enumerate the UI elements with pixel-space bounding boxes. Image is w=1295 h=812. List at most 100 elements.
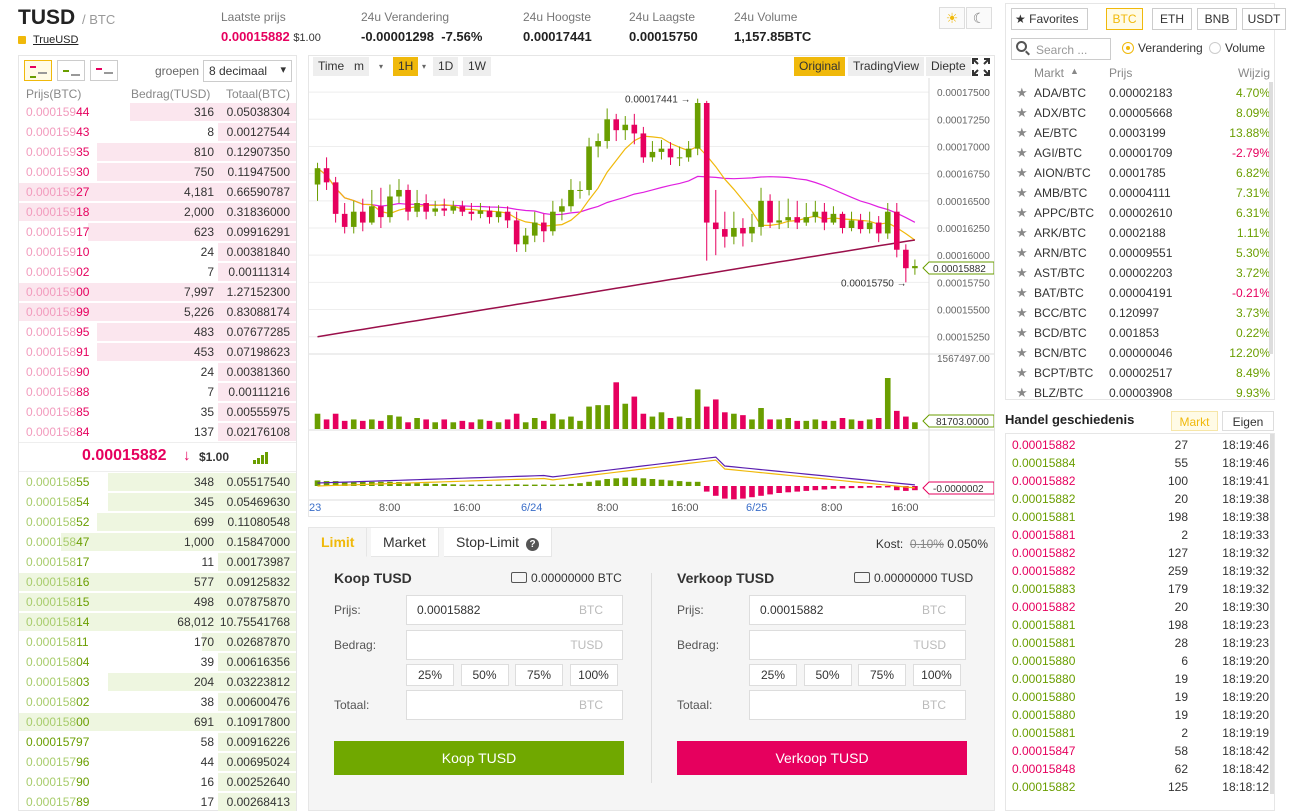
bid-row[interactable]: 0.00015789 17 0.00268413 [19, 792, 296, 812]
favorites-tab[interactable]: ★ Favorites [1011, 8, 1088, 30]
ask-row[interactable]: 0.00015890 24 0.00381360 [19, 362, 296, 382]
view-tradingview[interactable]: TradingView [848, 57, 925, 76]
favorite-star-icon[interactable]: ★ [1016, 325, 1028, 340]
search-input[interactable]: Search ... [1036, 43, 1088, 57]
sell-pct-50[interactable]: 50% [803, 664, 852, 686]
ask-row[interactable]: 0.00015900 7,997 1.27152300 [19, 282, 296, 302]
market-row[interactable]: ★ ADX/BTC 0.00005668 8.09% [1006, 103, 1274, 123]
bid-row[interactable]: 0.00015814 68,012 10.75541768 [19, 612, 296, 632]
ask-row[interactable]: 0.00015891 453 0.07198623 [19, 342, 296, 362]
bid-row[interactable]: 0.00015852 699 0.11080548 [19, 512, 296, 532]
interval-1w[interactable]: 1W [463, 57, 491, 76]
bid-row[interactable]: 0.00015802 38 0.00600476 [19, 692, 296, 712]
col-change[interactable]: Wijzig [1238, 66, 1270, 80]
quote-tab-btc[interactable]: BTC [1106, 8, 1143, 30]
ask-row[interactable]: 0.00015888 7 0.00111216 [19, 382, 296, 402]
favorite-star-icon[interactable]: ★ [1016, 145, 1028, 160]
view-bids-icon[interactable] [57, 60, 85, 81]
favorite-star-icon[interactable]: ★ [1016, 265, 1028, 280]
view-diepte[interactable]: Diepte [926, 57, 971, 76]
market-row[interactable]: ★ BCN/BTC 0.00000046 12.20% [1006, 343, 1274, 363]
ask-row[interactable]: 0.00015910 24 0.00381840 [19, 242, 296, 262]
ask-row[interactable]: 0.00015927 4,181 0.66590787 [19, 182, 296, 202]
candlestick-chart[interactable]: 0.00017500 0.00017250 0.00017000 0.00016750… [309, 78, 994, 518]
markets-scrollbar[interactable] [1269, 82, 1273, 354]
bid-row[interactable]: 0.00015800 691 0.10917800 [19, 712, 296, 732]
buy-amount-input[interactable]: TUSD [406, 630, 623, 660]
market-row[interactable]: ★ BCPT/BTC 0.00002517 8.49% [1006, 363, 1274, 383]
caret-down-icon[interactable]: ▾ [422, 62, 427, 71]
tab-limit[interactable]: Limit [309, 528, 368, 557]
bid-row[interactable]: 0.00015855 348 0.05517540 [19, 472, 296, 492]
expand-icon[interactable] [972, 58, 990, 76]
bid-row[interactable]: 0.00015811 170 0.02687870 [19, 632, 296, 652]
favorite-star-icon[interactable]: ★ [1016, 225, 1028, 240]
buy-pct-25[interactable]: 25% [406, 664, 454, 686]
sell-total-input[interactable]: BTC [749, 690, 966, 720]
market-row[interactable]: ★ AGI/BTC 0.00001709 -2.79% [1006, 143, 1274, 163]
market-row[interactable]: ★ APPC/BTC 0.00002610 6.31% [1006, 203, 1274, 223]
favorite-star-icon[interactable]: ★ [1016, 205, 1028, 220]
buy-total-input[interactable]: BTC [406, 690, 623, 720]
quote-tab-usdt[interactable]: USDT [1242, 8, 1286, 30]
market-row[interactable]: ★ ADA/BTC 0.00002183 4.70% [1006, 83, 1274, 103]
market-row[interactable]: ★ BCC/BTC 0.120997 3.73% [1006, 303, 1274, 323]
sell-price-input[interactable]: 0.00015882 BTC [749, 595, 966, 625]
market-row[interactable]: ★ AE/BTC 0.0003199 13.88% [1006, 123, 1274, 143]
ask-row[interactable]: 0.00015943 8 0.00127544 [19, 122, 296, 142]
market-row[interactable]: ★ ARK/BTC 0.0002188 1.11% [1006, 223, 1274, 243]
market-row[interactable]: ★ BCD/BTC 0.001853 0.22% [1006, 323, 1274, 343]
buy-pct-50[interactable]: 50% [460, 664, 509, 686]
caret-down-icon[interactable]: ▾ [379, 62, 384, 71]
favorite-star-icon[interactable]: ★ [1016, 185, 1028, 200]
favorite-star-icon[interactable]: ★ [1016, 105, 1028, 120]
market-row[interactable]: ★ AST/BTC 0.00002203 3.72% [1006, 263, 1274, 283]
favorite-star-icon[interactable]: ★ [1016, 245, 1028, 260]
bid-row[interactable]: 0.00015816 577 0.09125832 [19, 572, 296, 592]
tab-stoplimit[interactable]: Stop-Limit? [444, 528, 553, 557]
sell-pct-25[interactable]: 25% [749, 664, 797, 686]
col-market-price[interactable]: Prijs [1109, 66, 1133, 80]
interval-time[interactable]: Time [313, 57, 350, 76]
sell-button[interactable]: Verkoop TUSD [677, 741, 967, 775]
favorite-star-icon[interactable]: ★ [1016, 345, 1028, 360]
bid-row[interactable]: 0.00015804 39 0.00616356 [19, 652, 296, 672]
interval-m[interactable]: m [349, 57, 369, 76]
quote-tab-eth[interactable]: ETH [1152, 8, 1192, 30]
bid-row[interactable]: 0.00015790 16 0.00252640 [19, 772, 296, 792]
buy-pct-75[interactable]: 75% [515, 664, 563, 686]
bid-row[interactable]: 0.00015815 498 0.07875870 [19, 592, 296, 612]
history-tab-eigen[interactable]: Eigen [1222, 411, 1274, 431]
favorite-star-icon[interactable]: ★ [1016, 305, 1028, 320]
ask-row[interactable]: 0.00015944 316 0.05038304 [19, 102, 296, 122]
ask-row[interactable]: 0.00015895 483 0.07677285 [19, 322, 296, 342]
radio-change[interactable] [1122, 42, 1134, 54]
favorite-star-icon[interactable]: ★ [1016, 125, 1028, 140]
col-market[interactable]: Markt [1034, 66, 1064, 80]
buy-pct-100[interactable]: 100% [569, 664, 618, 686]
bid-row[interactable]: 0.00015797 58 0.00916226 [19, 732, 296, 752]
bid-row[interactable]: 0.00015847 1,000 0.15847000 [19, 532, 296, 552]
market-row[interactable]: ★ AION/BTC 0.0001785 6.82% [1006, 163, 1274, 183]
ask-row[interactable]: 0.00015884 137 0.02176108 [19, 422, 296, 442]
favorite-star-icon[interactable]: ★ [1016, 85, 1028, 100]
history-tab-markt[interactable]: Markt [1171, 411, 1218, 431]
market-row[interactable]: ★ BAT/BTC 0.00004191 -0.21% [1006, 283, 1274, 303]
interval-1d[interactable]: 1D [433, 57, 459, 76]
ask-row[interactable]: 0.00015930 750 0.11947500 [19, 162, 296, 182]
sell-amount-input[interactable]: TUSD [749, 630, 966, 660]
favorite-star-icon[interactable]: ★ [1016, 385, 1028, 400]
view-original[interactable]: Original [794, 57, 846, 76]
ask-row[interactable]: 0.00015918 2,000 0.31836000 [19, 202, 296, 222]
sell-pct-100[interactable]: 100% [912, 664, 961, 686]
favorite-star-icon[interactable]: ★ [1016, 285, 1028, 300]
bid-row[interactable]: 0.00015803 204 0.03223812 [19, 672, 296, 692]
sell-pct-75[interactable]: 75% [858, 664, 906, 686]
bid-row[interactable]: 0.00015796 44 0.00695024 [19, 752, 296, 772]
ask-row[interactable]: 0.00015885 35 0.00555975 [19, 402, 296, 422]
ask-row[interactable]: 0.00015902 7 0.00111314 [19, 262, 296, 282]
market-search[interactable]: Search ... [1011, 38, 1111, 60]
tab-market[interactable]: Market [371, 528, 439, 557]
ask-row[interactable]: 0.00015917 623 0.09916291 [19, 222, 296, 242]
moon-icon[interactable]: ☾ [966, 7, 992, 29]
